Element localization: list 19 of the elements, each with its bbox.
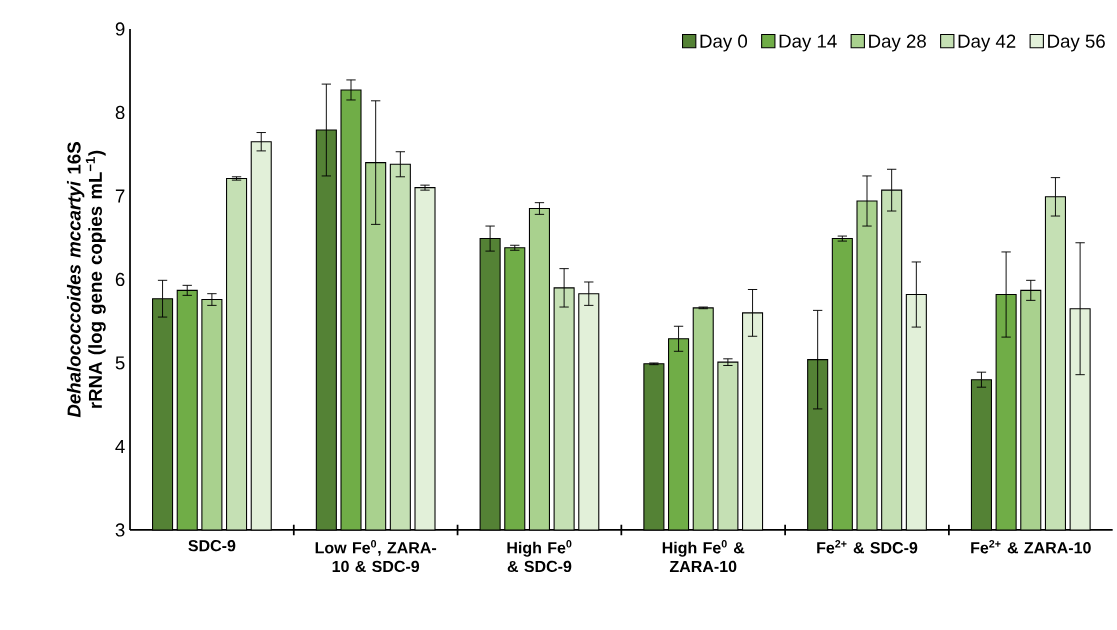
y-tick-label: 9: [115, 22, 125, 36]
y-axis-title: Dehalococcoides mccartyi 16S rRNA (log gene copies mL$^{−1}$): [66, 142, 106, 418]
x-tick-label: Low Fe$^{0}$, ZARA-10 & SDC-9: [315, 540, 437, 573]
x-tick-label: Fe$^{2+}$ & ZARA-10: [971, 540, 1091, 554]
y-tick-label: 3: [115, 523, 125, 537]
legend-label: Day 28: [869, 34, 926, 52]
legend-label: Day 0: [700, 34, 748, 52]
x-tick-label: High Fe$^{0}$ & ZARA-10: [662, 540, 745, 573]
x-tick-label: Fe$^{2+}$ & SDC-9: [817, 540, 918, 554]
legend-label: Day 42: [958, 34, 1016, 52]
y-tick-label: 5: [115, 356, 125, 370]
legend-label: Day 14: [779, 34, 837, 52]
legend-label: Day 56: [1048, 34, 1105, 52]
y-tick-label: 4: [115, 440, 125, 453]
x-tick-label: High Fe$^{0}$ & SDC-9: [507, 540, 572, 573]
y-tick-label: 8: [115, 105, 125, 120]
x-tick-label: SDC-9: [188, 540, 236, 552]
y-tick-label: 6: [115, 272, 125, 287]
y-tick-label: 7: [115, 189, 125, 203]
